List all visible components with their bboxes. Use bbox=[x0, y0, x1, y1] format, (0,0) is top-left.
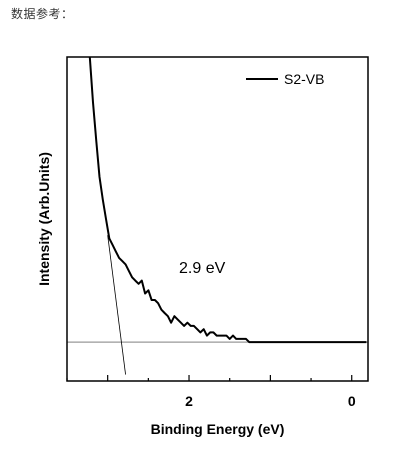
x-tick-label: 0 bbox=[348, 393, 356, 409]
band-gap-annotation: 2.9 eV bbox=[179, 260, 226, 277]
page-caption: 数据参考： bbox=[11, 7, 74, 21]
legend: S2-VB bbox=[246, 71, 324, 87]
x-axis-label: Binding Energy (eV) bbox=[151, 421, 285, 437]
legend-label-s2-vb: S2-VB bbox=[284, 71, 324, 87]
series-line-s2-vb bbox=[88, 56, 367, 344]
tangent-line bbox=[107, 235, 126, 375]
x-tick-label: 2 bbox=[185, 393, 193, 409]
y-axis-label: Intensity (Arb.Units) bbox=[36, 152, 52, 286]
plot-frame bbox=[66, 56, 369, 382]
plot-area bbox=[67, 56, 368, 375]
chart-axes bbox=[66, 56, 369, 382]
